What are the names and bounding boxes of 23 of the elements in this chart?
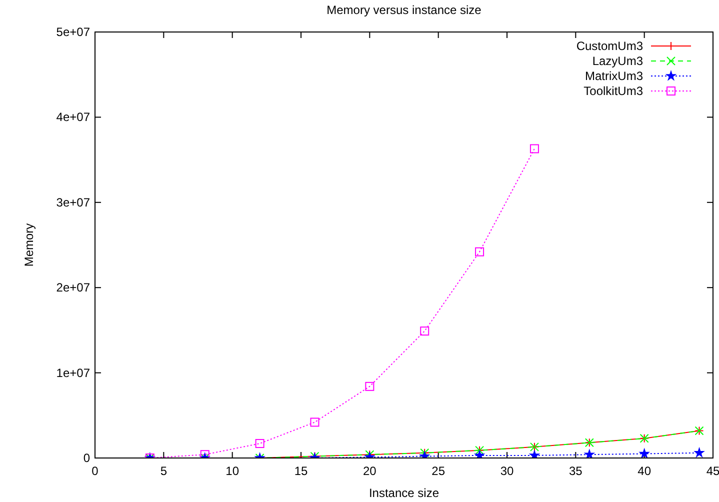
x-tick-label: 40 <box>638 464 652 478</box>
legend-label: MatrixUm3 <box>584 69 644 83</box>
x-axis-title: Instance size <box>368 486 440 500</box>
y-tick-label: 0 <box>83 451 90 465</box>
y-tick-label: 5e+07 <box>56 25 90 39</box>
x-tick-label: 20 <box>362 464 377 478</box>
y-tick-label: 1e+07 <box>56 366 90 380</box>
y-axis-title: Memory <box>22 223 36 267</box>
legend-label: CustomUm3 <box>576 39 644 53</box>
x-tick-label: 45 <box>706 464 719 478</box>
x-tick-label: 35 <box>568 464 583 478</box>
legend-label: LazyUm3 <box>592 54 644 68</box>
legend-label: ToolkitUm3 <box>584 84 644 98</box>
chart-title: Memory versus instance size <box>326 3 482 17</box>
x-tick-label: 15 <box>294 464 308 478</box>
x-tick-label: 5 <box>160 464 168 478</box>
x-tick-label: 25 <box>432 464 446 478</box>
x-tick-label: 10 <box>226 464 240 478</box>
y-tick-label: 2e+07 <box>56 280 90 295</box>
y-tick-label: 3e+07 <box>56 195 90 210</box>
y-tick-label: 4e+07 <box>56 110 90 124</box>
x-tick-label: 30 <box>500 464 514 478</box>
x-tick-label: 0 <box>92 464 99 478</box>
